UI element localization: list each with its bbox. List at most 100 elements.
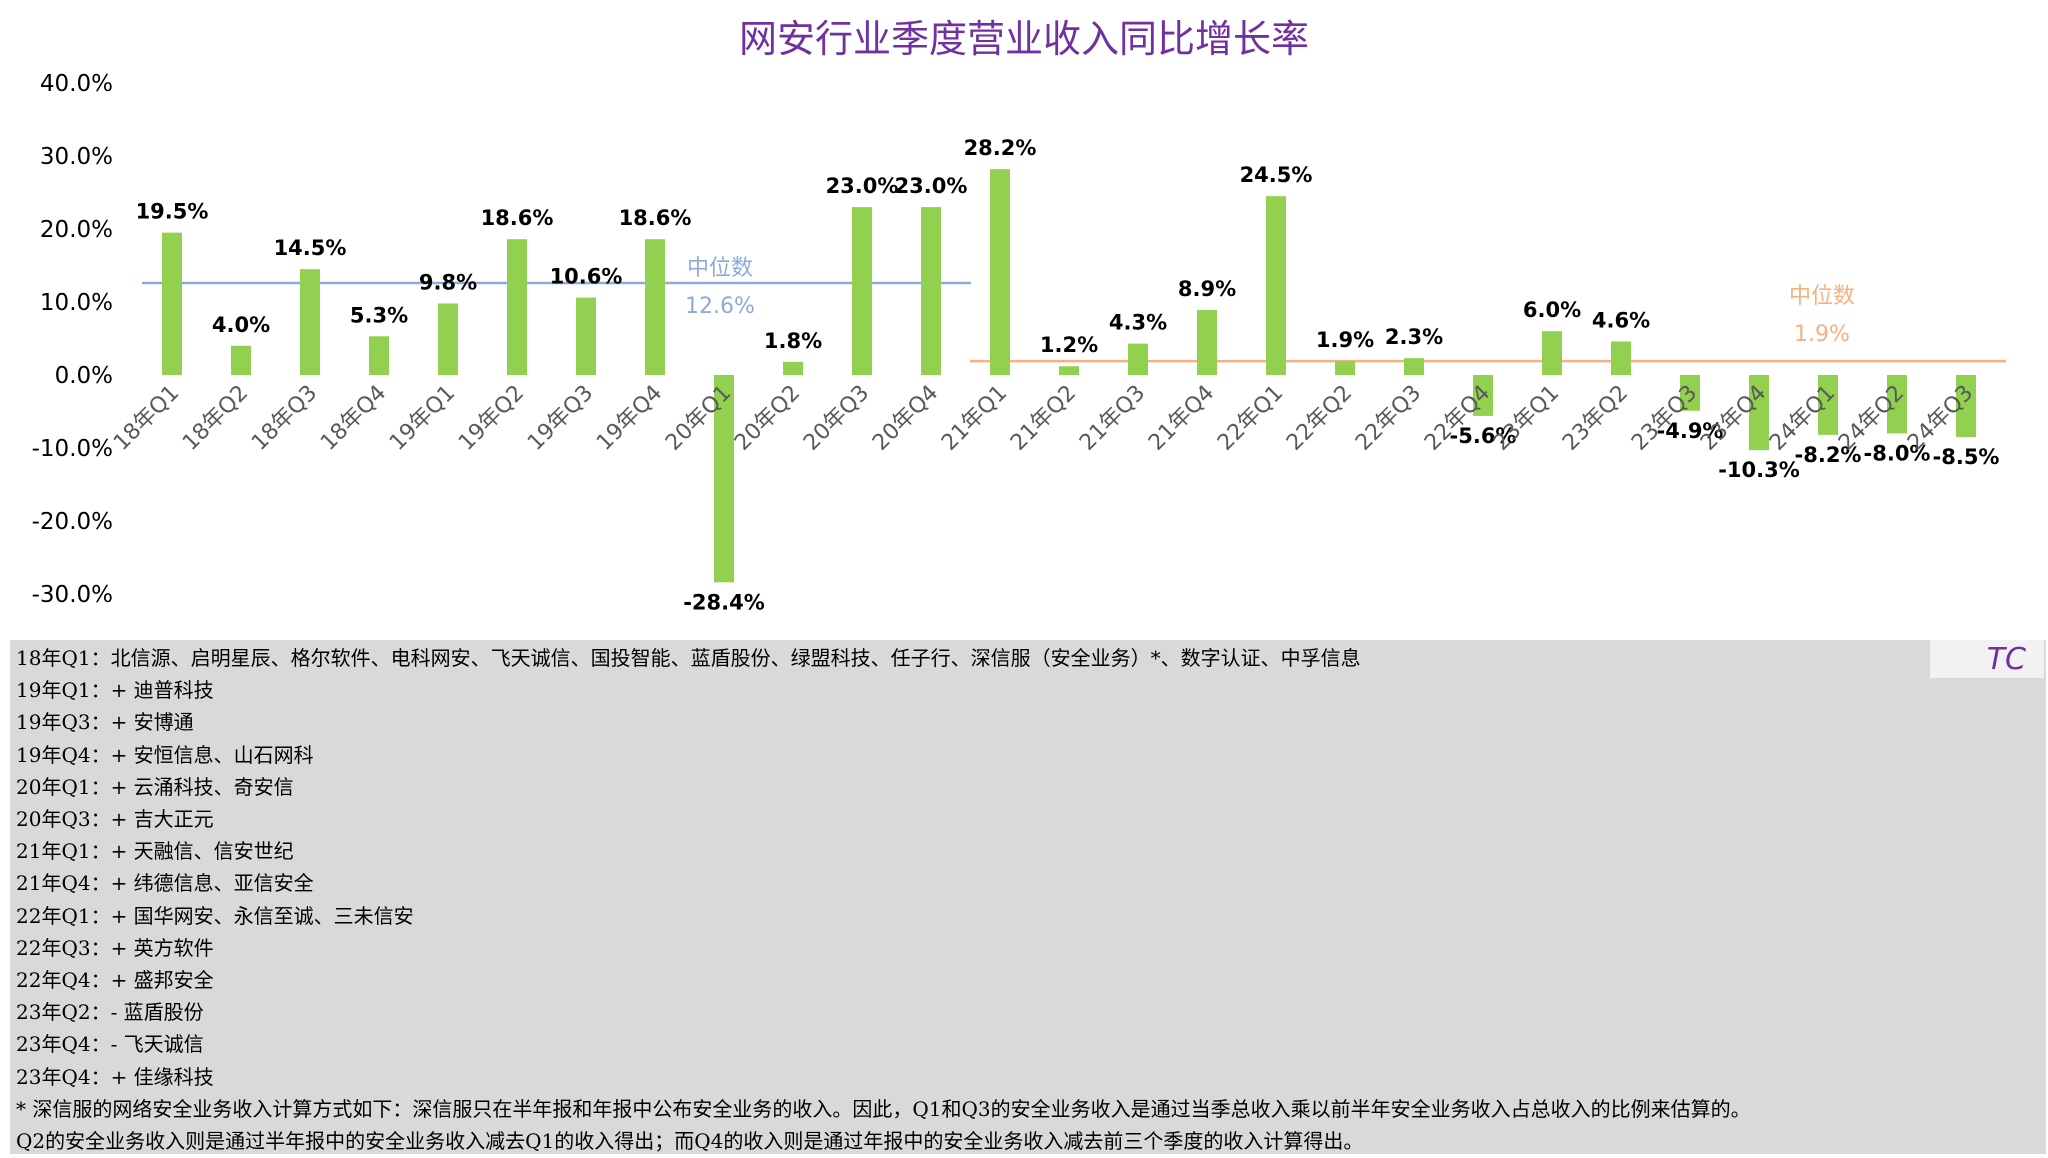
x-tick-label: 21年Q1: [937, 381, 1012, 456]
data-label: -8.2%: [1795, 443, 1862, 467]
bar: [1266, 196, 1286, 375]
bar: [162, 232, 182, 375]
bar-chart: 40.0% 30.0% 20.0% 10.0% 0.0% -10.0% -20.0% -30.…: [32, 71, 2006, 614]
note-line: 23年Q2：- 蓝盾股份: [16, 1000, 204, 1025]
bar: [231, 345, 251, 375]
bar: [1680, 375, 1700, 411]
chart-title: 网安行业季度营业收入同比增长率: [738, 17, 1309, 61]
y-tick-label: 10.0%: [40, 290, 113, 316]
x-tick-label: 18年Q1: [109, 381, 184, 456]
x-tick-label: 21年Q3: [1075, 381, 1150, 456]
data-label: 1.8%: [764, 329, 822, 353]
data-label: 8.9%: [1178, 277, 1236, 301]
x-tick-label: 23年Q1: [1489, 381, 1564, 456]
data-label: 4.3%: [1109, 311, 1167, 335]
bar: [1749, 375, 1769, 451]
data-label: 14.5%: [274, 236, 347, 260]
note-line: 22年Q1：+ 国华网安、永信至诚、三未信安: [16, 903, 414, 928]
note-line: 20年Q3：+ 吉大正元: [16, 807, 214, 831]
bar: [714, 375, 734, 583]
note-line: 19年Q3：+ 安博通: [16, 710, 194, 735]
data-label: 2.3%: [1385, 325, 1443, 349]
bar: [1611, 341, 1631, 375]
bar: [1404, 358, 1424, 375]
bar: [1818, 375, 1838, 435]
note-line: * 深信服的网络安全业务收入计算方式如下：深信服只在半年报和年报中公布安全业务的…: [16, 1096, 1751, 1121]
bar: [645, 239, 665, 375]
note-line: 19年Q4：+ 安恒信息、山石网科: [16, 742, 314, 767]
data-label: -5.6%: [1450, 424, 1517, 448]
data-label: -28.4%: [683, 590, 765, 614]
note-line: 21年Q4：+ 纬德信息、亚信安全: [16, 871, 314, 896]
data-label: 1.9%: [1316, 328, 1374, 352]
bar: [369, 336, 389, 375]
x-tick-label: 21年Q4: [1144, 381, 1219, 456]
note-line: 21年Q1：+ 天融信、信安世纪: [16, 839, 294, 864]
data-label: 9.8%: [419, 270, 477, 294]
bar: [1542, 331, 1562, 375]
data-label: 23.0%: [826, 174, 899, 198]
data-label: 6.0%: [1523, 298, 1581, 322]
data-label: 4.6%: [1592, 308, 1650, 332]
x-tick-label: 20年Q2: [730, 381, 805, 456]
x-tick-label: 20年Q3: [799, 381, 874, 456]
median-value-label: 12.6%: [685, 294, 755, 319]
x-tick-label: 22年Q2: [1282, 381, 1357, 456]
bar: [576, 297, 596, 375]
data-label: 10.6%: [550, 265, 623, 289]
bar: [1956, 375, 1976, 438]
note-line: 19年Q1：+ 迪普科技: [16, 678, 214, 703]
data-label: 24.5%: [1240, 163, 1313, 187]
x-tick-label: 19年Q4: [592, 381, 667, 456]
bar: [1059, 366, 1079, 375]
data-label: 19.5%: [136, 200, 209, 224]
tc-watermark: TC: [1986, 642, 2026, 677]
note-line: 22年Q4：+ 盛邦安全: [16, 968, 214, 992]
y-tick-label: 20.0%: [40, 217, 113, 243]
data-label: -10.3%: [1718, 458, 1800, 482]
data-label: -8.0%: [1864, 441, 1931, 465]
data-label: -8.5%: [1933, 445, 2000, 469]
x-tick-label: 23年Q2: [1558, 381, 1633, 456]
bar: [300, 269, 320, 375]
x-tick-label: 20年Q4: [868, 381, 943, 456]
bar: [1128, 343, 1148, 375]
bar: [1887, 375, 1907, 434]
x-tick-label: 18年Q4: [316, 381, 391, 456]
y-tick-label: 0.0%: [55, 363, 113, 389]
note-line: Q2的安全业务收入则是通过半年报中的安全业务收入减去Q1的收入得出；而Q4的收入…: [16, 1129, 1364, 1153]
y-tick-label: -20.0%: [32, 509, 113, 535]
bar: [1335, 361, 1355, 375]
median-value-label: 1.9%: [1794, 322, 1850, 347]
x-tick-label: 19年Q3: [523, 381, 598, 456]
note-line: 18年Q1：北信源、启明星辰、格尔软件、电科网安、飞天诚信、国投智能、蓝盾股份、…: [16, 646, 1361, 670]
note-line: 20年Q1：+ 云涌科技、奇安信: [16, 774, 294, 799]
bar: [921, 207, 941, 375]
notes-panel: 18年Q1：北信源、启明星辰、格尔软件、电科网安、飞天诚信、国投智能、蓝盾股份、…: [10, 640, 2046, 1154]
y-tick-label: 30.0%: [40, 144, 113, 170]
x-tick-label: 19年Q1: [385, 381, 460, 456]
x-tick-label: 21年Q2: [1006, 381, 1081, 456]
data-label: 23.0%: [895, 174, 968, 198]
data-label: -4.9%: [1657, 419, 1724, 443]
y-tick-label: -10.0%: [32, 436, 113, 462]
tc-watermark-box: TC: [1930, 640, 2044, 678]
note-line: 23年Q4：+ 佳缘科技: [16, 1064, 214, 1089]
bar: [438, 303, 458, 375]
x-tick-label: 22年Q3: [1351, 381, 1426, 456]
bar: [1473, 375, 1493, 416]
note-line: 22年Q3：+ 英方软件: [16, 935, 214, 960]
note-line: 23年Q4：- 飞天诚信: [16, 1032, 204, 1057]
x-tick-label: 19年Q2: [454, 381, 529, 456]
median-label: 中位数: [687, 256, 753, 281]
x-tick-label: 18年Q2: [178, 381, 253, 456]
bar: [852, 207, 872, 375]
bar: [990, 169, 1010, 375]
y-tick-label: -30.0%: [32, 582, 113, 608]
bar: [507, 239, 527, 375]
bar: [1197, 310, 1217, 375]
data-label: 18.6%: [619, 206, 692, 230]
y-tick-label: 40.0%: [40, 71, 113, 97]
data-label: 1.2%: [1040, 333, 1098, 357]
bar: [783, 361, 803, 375]
